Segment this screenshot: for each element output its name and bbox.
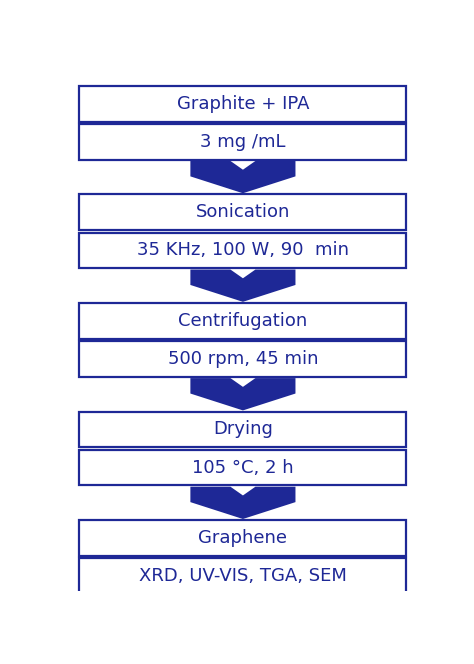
Bar [80, 558, 406, 594]
Bar [80, 195, 406, 230]
Bar [80, 412, 406, 448]
Text: 3 mg /mL: 3 mg /mL [200, 133, 286, 151]
Text: 500 rpm, 45 min: 500 rpm, 45 min [168, 350, 318, 368]
Polygon shape [191, 271, 294, 301]
Bar [80, 341, 406, 377]
Text: Sonication: Sonication [196, 203, 290, 221]
Polygon shape [191, 488, 294, 518]
Bar [80, 232, 406, 268]
Text: Centrifugation: Centrifugation [178, 312, 308, 330]
Text: XRD, UV-VIS, TGA, SEM: XRD, UV-VIS, TGA, SEM [139, 567, 347, 585]
Bar [80, 450, 406, 485]
Text: 105 °C, 2 h: 105 °C, 2 h [192, 459, 294, 477]
Polygon shape [191, 379, 294, 409]
Polygon shape [191, 162, 294, 192]
Bar [80, 124, 406, 160]
Text: Graphite + IPA: Graphite + IPA [177, 95, 309, 113]
Text: 35 KHz, 100 W, 90  min: 35 KHz, 100 W, 90 min [137, 242, 349, 260]
Text: Drying: Drying [213, 420, 273, 438]
Bar [80, 520, 406, 556]
Bar [80, 86, 406, 122]
Text: Graphene: Graphene [199, 529, 287, 547]
Bar [80, 303, 406, 339]
